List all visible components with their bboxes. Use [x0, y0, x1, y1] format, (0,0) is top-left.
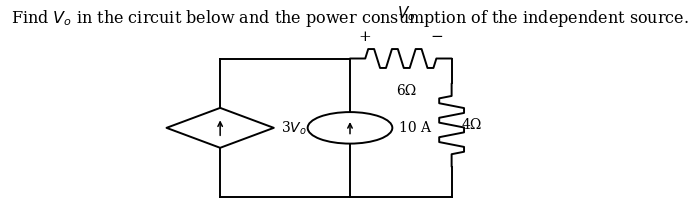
Text: +: +: [358, 30, 371, 44]
Text: 3$V_o$: 3$V_o$: [281, 119, 307, 137]
Text: $V_o$: $V_o$: [397, 4, 416, 23]
Text: Find $V_o$ in the circuit below and the power consumption of the independent sou: Find $V_o$ in the circuit below and the …: [11, 8, 689, 29]
Text: −: −: [430, 30, 443, 44]
Text: 10 A: 10 A: [399, 121, 431, 135]
Text: 4Ω: 4Ω: [462, 118, 482, 132]
Text: 6Ω: 6Ω: [396, 84, 416, 98]
